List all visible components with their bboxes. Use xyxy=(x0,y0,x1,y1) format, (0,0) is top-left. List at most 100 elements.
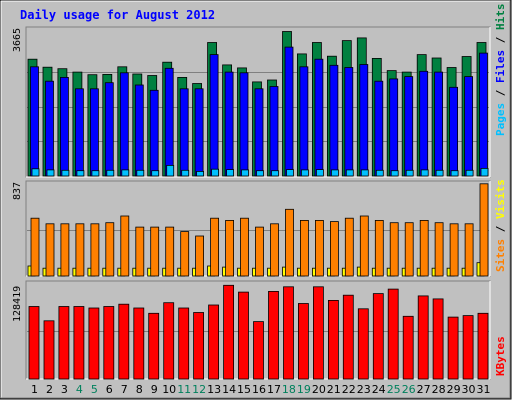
pages-bar xyxy=(226,169,235,177)
sites-bar xyxy=(120,215,130,277)
day-label: 31 xyxy=(477,383,491,396)
kbytes-bar xyxy=(417,295,429,380)
files-bar xyxy=(254,88,264,177)
legend-pages: Pages xyxy=(494,103,507,136)
kbytes-bar xyxy=(372,293,384,380)
day-label: 13 xyxy=(207,383,221,396)
files-bar xyxy=(479,52,488,177)
pages-bar xyxy=(300,169,309,177)
legend-visits: Visits xyxy=(494,179,507,219)
day-label: 15 xyxy=(237,383,251,396)
kbytes-bar xyxy=(148,312,160,380)
files-bar xyxy=(449,86,459,177)
legend-sep-1: / xyxy=(494,83,507,103)
top-legend: Pages / Files / Hits xyxy=(494,4,507,137)
kbytes-bar xyxy=(327,299,339,380)
sites-bar xyxy=(374,219,384,277)
day-label: 25 xyxy=(387,383,401,396)
files-bar xyxy=(419,70,429,177)
day-label: 17 xyxy=(267,383,281,396)
day-label: 22 xyxy=(342,383,356,396)
files-bar xyxy=(164,67,174,177)
kbytes-bar xyxy=(357,308,369,380)
kbytes-bar xyxy=(43,320,55,380)
pages-bar xyxy=(136,169,145,177)
legend-sites: Sites xyxy=(494,239,507,272)
files-bar xyxy=(209,54,219,177)
sites-bar xyxy=(419,219,429,277)
kbytes-bar xyxy=(312,286,324,380)
kbytes-bar xyxy=(178,307,190,380)
day-label: 10 xyxy=(162,383,176,396)
kbytes-bar xyxy=(58,306,70,380)
mid-legend: Sites / Visits xyxy=(494,179,507,272)
day-label: 4 xyxy=(76,383,83,396)
day-label: 12 xyxy=(192,383,206,396)
files-bar xyxy=(389,78,399,177)
sites-bar xyxy=(105,222,115,277)
pages-bar xyxy=(405,169,414,177)
kbytes-bar xyxy=(387,288,399,380)
pages-bar xyxy=(106,169,115,177)
files-bar xyxy=(134,84,144,177)
day-label: 9 xyxy=(151,383,158,396)
files-bar xyxy=(90,88,99,177)
files-bar xyxy=(224,71,234,177)
kbytes-bar xyxy=(193,312,205,380)
sites-bar xyxy=(270,223,279,277)
pages-bar xyxy=(420,169,429,177)
day-label: 21 xyxy=(327,383,341,396)
files-bar xyxy=(149,89,159,177)
sites-bar xyxy=(195,235,205,277)
files-bar xyxy=(104,82,114,177)
kbytes-bar xyxy=(462,315,474,380)
bottom-legend: KBytes xyxy=(494,336,507,376)
day-label: 20 xyxy=(312,383,326,396)
day-label: 27 xyxy=(417,383,431,396)
pages-bar xyxy=(241,169,249,177)
legend-hits: Hits xyxy=(494,4,507,31)
files-bar xyxy=(284,46,294,177)
day-label: 2 xyxy=(46,383,53,396)
legend-sep-2: / xyxy=(494,30,507,50)
sites-bar xyxy=(314,219,324,277)
sites-bar xyxy=(479,183,489,277)
sites-bar xyxy=(210,217,220,277)
pages-bar xyxy=(375,169,384,177)
sites-bar xyxy=(255,226,264,277)
pages-bar xyxy=(480,167,489,177)
sites-bar xyxy=(404,222,414,277)
panel-top-max-label: 3665 xyxy=(12,28,23,52)
files-bar xyxy=(30,66,39,177)
files-bar xyxy=(404,76,414,177)
kbytes-bar xyxy=(133,307,145,380)
day-label: 28 xyxy=(432,383,446,396)
pages-bar xyxy=(211,168,220,177)
pages-bar xyxy=(61,169,70,177)
sites-bar xyxy=(60,223,70,277)
day-label: 14 xyxy=(222,383,236,396)
files-bar xyxy=(269,86,279,177)
pages-bar xyxy=(181,169,190,177)
sites-bar xyxy=(225,219,235,277)
legend-files: Files xyxy=(494,50,507,83)
day-label: 26 xyxy=(402,383,416,396)
pages-bar xyxy=(315,169,324,177)
pages-bar xyxy=(271,170,279,177)
files-bar xyxy=(359,64,369,177)
kbytes-bar xyxy=(268,290,279,380)
files-bar xyxy=(119,72,129,177)
sites-bar xyxy=(30,217,40,277)
files-bar xyxy=(45,80,54,177)
panel-mid-max-label: 837 xyxy=(12,182,23,200)
kbytes-bar xyxy=(297,303,309,380)
sites-bar xyxy=(434,222,444,277)
pages-bar xyxy=(196,170,205,177)
pages-bar xyxy=(256,170,264,177)
day-label: 8 xyxy=(136,383,143,396)
panel-bottom-max-label: 128419 xyxy=(12,286,23,322)
day-label: 7 xyxy=(121,383,128,396)
pages-bar xyxy=(286,169,294,177)
kbytes-bar xyxy=(477,312,489,380)
